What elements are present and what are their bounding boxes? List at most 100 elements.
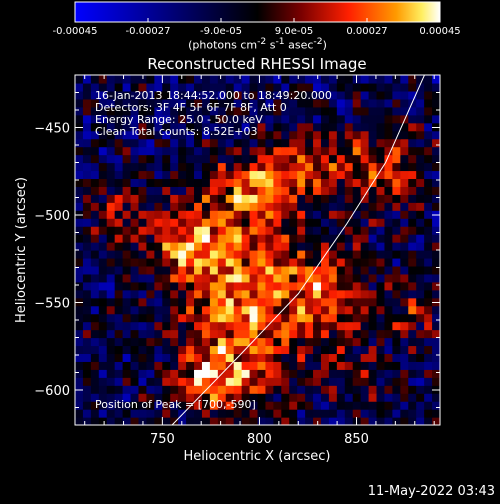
heatmap-cell	[376, 401, 386, 410]
heatmap-cell	[114, 329, 124, 339]
heatmap-cell	[424, 130, 433, 140]
heatmap-cell	[154, 273, 163, 283]
heatmap-cell	[281, 242, 290, 251]
heatmap-cell	[241, 289, 251, 299]
heatmap-cell	[297, 313, 306, 323]
heatmap-cell	[201, 130, 211, 140]
heatmap-cell	[186, 345, 195, 355]
heatmap-cell	[416, 353, 425, 362]
heatmap-cell	[281, 321, 290, 331]
heatmap-cell	[217, 122, 227, 132]
heatmap-cell	[289, 409, 298, 418]
heatmap-cell	[178, 90, 187, 100]
heatmap-cell	[162, 90, 171, 100]
heatmap-cell	[146, 154, 155, 164]
heatmap-cell	[82, 273, 92, 283]
heatmap-cell	[130, 82, 140, 92]
heatmap-cell	[122, 186, 132, 195]
heatmap-cell	[194, 345, 203, 355]
heatmap-cell	[289, 289, 298, 299]
heatmap-cell	[225, 297, 235, 307]
heatmap-cell	[313, 313, 322, 323]
heatmap-cell	[305, 417, 314, 425]
heatmap-cell	[392, 321, 401, 331]
heatmap-cell	[392, 361, 401, 370]
heatmap-cell	[106, 146, 116, 156]
heatmap-cell	[106, 98, 116, 108]
heatmap-cell	[328, 146, 338, 156]
heatmap-cell	[297, 178, 306, 187]
heatmap-cell	[106, 257, 116, 267]
heatmap-cell	[90, 409, 100, 418]
heatmap-cell	[313, 329, 322, 339]
heatmap-cell	[352, 250, 362, 259]
heatmap-cell	[249, 75, 259, 84]
heatmap-cell	[186, 273, 195, 283]
heatmap-cell	[90, 218, 100, 227]
heatmap-cell	[170, 82, 179, 92]
heatmap-cell	[352, 313, 362, 323]
heatmap-cell	[392, 82, 401, 92]
heatmap-cell	[241, 409, 251, 418]
heatmap-cell	[114, 226, 124, 235]
heatmap-cell	[368, 234, 378, 243]
heatmap-cell	[305, 75, 314, 84]
heatmap-cell	[257, 297, 267, 307]
heatmap-cell	[98, 337, 108, 347]
heatmap-cell	[114, 170, 124, 180]
heatmap-cell	[130, 202, 140, 211]
heatmap-cell	[233, 138, 243, 148]
heatmap-cell	[320, 305, 330, 315]
heatmap-cell	[75, 257, 84, 267]
heatmap-cell	[360, 377, 370, 386]
heatmap-cell	[360, 409, 370, 418]
heatmap-cell	[146, 361, 155, 370]
heatmap-cell	[289, 369, 298, 378]
heatmap-cell	[281, 90, 290, 100]
heatmap-cell	[114, 146, 124, 156]
heatmap-cell	[297, 257, 306, 267]
heatmap-cell	[384, 361, 393, 370]
heatmap-cell	[98, 393, 108, 402]
heatmap-cell	[368, 218, 378, 227]
heatmap-cell	[352, 265, 362, 275]
heatmap-cell	[360, 313, 370, 323]
heatmap-cell	[273, 218, 282, 227]
heatmap-cell	[233, 130, 243, 140]
heatmap-cell	[241, 393, 251, 402]
heatmap-cell	[344, 289, 354, 299]
heatmap-cell	[376, 162, 386, 172]
heatmap-cell	[154, 82, 163, 92]
heatmap-cell	[352, 281, 362, 291]
heatmap-cell	[209, 178, 219, 187]
heatmap-cell	[424, 114, 433, 124]
heatmap-cell	[265, 202, 274, 211]
heatmap-cell	[201, 154, 211, 164]
heatmap-cell	[82, 393, 92, 402]
heatmap-cell	[416, 98, 425, 108]
heatmap-cell	[209, 226, 219, 235]
heatmap-cell	[114, 297, 124, 307]
heatmap-cell	[241, 210, 251, 219]
heatmap-cell	[186, 321, 195, 331]
heatmap-cell	[186, 114, 195, 124]
heatmap-cell	[360, 265, 370, 275]
heatmap-cell	[90, 186, 100, 195]
heatmap-cell	[320, 194, 330, 203]
heatmap-cell	[305, 98, 314, 108]
heatmap-cell	[170, 393, 179, 402]
heatmap-cell	[114, 130, 124, 140]
heatmap-cell	[225, 146, 235, 156]
heatmap-cell	[82, 114, 92, 124]
heatmap-cell	[305, 178, 314, 187]
heatmap-cell	[265, 313, 274, 323]
heatmap-cell	[336, 202, 346, 211]
heatmap-cell	[241, 345, 251, 355]
heatmap-cell	[384, 106, 393, 116]
heatmap-cell	[297, 162, 306, 172]
heatmap-cell	[130, 75, 140, 84]
heatmap-cell	[233, 186, 243, 195]
heatmap-cell	[201, 186, 211, 195]
heatmap-cell	[416, 130, 425, 140]
heatmap-cell	[146, 114, 155, 124]
